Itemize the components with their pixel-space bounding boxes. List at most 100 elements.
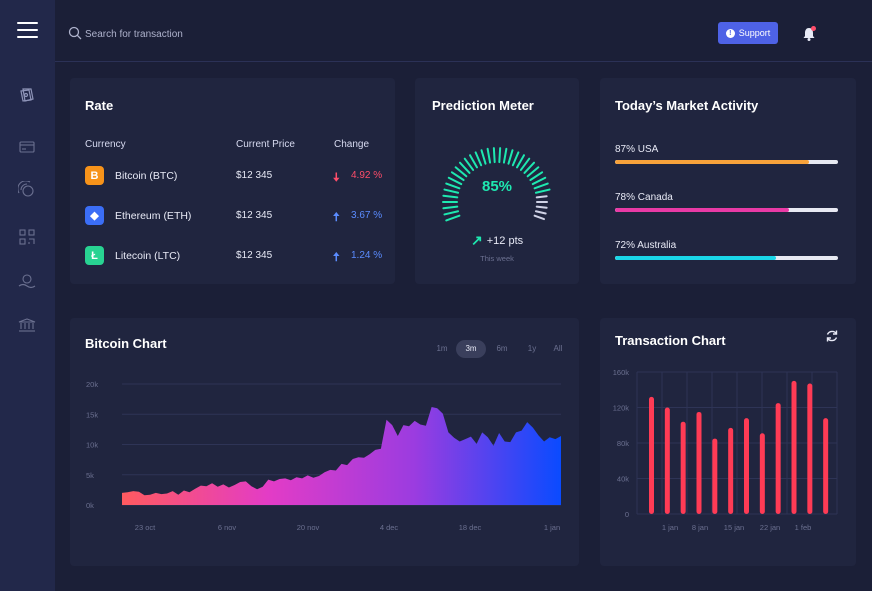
market-progress-fill — [615, 256, 776, 260]
y-tick-label: 80k — [617, 439, 629, 448]
prediction-value: 85% — [481, 178, 513, 195]
market-activity-card: Today’s Market Activity 87% USA 78% Canad… — [600, 78, 856, 284]
bitcoin-chart-title: Bitcoin Chart — [85, 336, 167, 351]
gauge-tick — [469, 154, 478, 169]
y-tick-label: 5k — [86, 471, 94, 480]
bank-icon[interactable] — [17, 315, 37, 335]
transaction-bar — [744, 418, 749, 514]
gauge-tick — [502, 147, 508, 164]
market-progress-bar — [615, 160, 838, 164]
transaction-bar — [775, 403, 781, 514]
market-progress-fill — [615, 160, 809, 164]
y-tick-label: 120k — [613, 404, 630, 413]
coin-change: 1.24 % — [351, 250, 383, 261]
coin-change: 4.92 % — [351, 170, 383, 181]
market-label: 87% USA — [615, 144, 659, 155]
gauge-tick — [535, 195, 548, 199]
range-tab-1m[interactable]: 1m — [436, 344, 448, 353]
bitcoin-chart-card: Bitcoin Chart 1m 3m 6m 1y All 0k 5k 10k 15k 20k 2… — [70, 318, 579, 566]
prediction-change: ↗ +12 pts — [471, 232, 523, 249]
coin-name: Litecoin (LTC) — [115, 250, 181, 262]
y-tick-label: 15k — [86, 410, 98, 419]
prediction-pts: +12 pts — [486, 234, 524, 247]
menu-icon[interactable] — [17, 22, 38, 38]
gauge-tick — [523, 161, 536, 174]
gauge-tick — [534, 188, 551, 194]
transaction-chart-plot: 0 40k 80k 120k 160k 1 jan 8 jan 15 jan 22 jan 1 f… — [613, 368, 838, 532]
search-icon — [68, 26, 82, 40]
coin-icon: Ł — [85, 246, 104, 265]
transaction-bar — [759, 433, 765, 514]
transaction-chart-title: Transaction Chart — [615, 333, 726, 348]
search-input[interactable] — [85, 24, 385, 44]
range-tab-All[interactable]: All — [553, 344, 563, 353]
notification-bell-icon[interactable] — [801, 26, 817, 42]
trend-up-icon: ↗ — [471, 232, 483, 248]
prediction-period: This week — [480, 254, 514, 263]
card-icon[interactable] — [17, 137, 37, 157]
info-icon: ! — [725, 28, 735, 38]
transaction-bar — [807, 383, 813, 514]
y-tick-label: 160k — [613, 368, 630, 377]
y-tick-label: 20k — [86, 380, 98, 389]
x-tick-label: 22 jan — [760, 523, 780, 532]
coins-icon[interactable] — [17, 180, 37, 200]
x-tick-label: 8 jan — [692, 523, 708, 532]
gauge-tick — [463, 157, 475, 171]
gauge-tick — [533, 182, 549, 190]
y-tick-label: 0 — [625, 510, 629, 519]
gauge-tick — [443, 210, 460, 216]
prediction-meter-card: Prediction Meter 85% ↗ +12 pts This week — [415, 78, 579, 284]
gauge-tick — [531, 176, 547, 186]
transaction-bar — [680, 421, 686, 514]
y-tick-label: 0k — [86, 501, 94, 510]
range-tab-3m[interactable]: 3m — [456, 340, 486, 358]
rate-row[interactable]: Ł Litecoin (LTC) $12 345 🠅 1.24 % — [70, 246, 395, 266]
coin-change: 3.67 % — [351, 210, 383, 221]
rate-row[interactable]: ◆ Ethereum (ETH) $12 345 🠅 3.67 % — [70, 206, 395, 226]
market-progress-fill — [615, 208, 789, 212]
transaction-bar — [791, 380, 797, 514]
range-tab-1y[interactable]: 1y — [527, 344, 537, 353]
gauge-tick — [458, 161, 471, 174]
coin-icon: B — [85, 166, 104, 185]
gauge-tick — [450, 171, 465, 182]
qr-icon[interactable] — [17, 227, 37, 247]
gauge-tick — [445, 182, 461, 190]
gauge-tick — [535, 205, 548, 209]
top-bar: ! Support — [55, 0, 872, 62]
x-tick-label: 6 nov — [218, 523, 237, 532]
gauge-tick — [498, 147, 502, 164]
bitcoin-chart-plot: 0k 5k 10k 15k 20k 23 oct 6 nov 20 nov 4 dec 18 de… — [86, 380, 561, 532]
gauge-tick — [533, 214, 545, 221]
notification-dot — [811, 26, 816, 31]
gauge-tick — [519, 157, 531, 171]
range-tab-6m[interactable]: 6m — [496, 344, 508, 353]
support-button[interactable]: ! Support — [718, 22, 778, 44]
market-label: 72% Australia — [615, 240, 677, 251]
gauge-tick — [480, 149, 487, 165]
market-progress-bar — [615, 208, 838, 212]
arrow-down-icon: 🠇 — [333, 170, 340, 184]
refresh-icon[interactable] — [825, 329, 839, 343]
gauge-tick — [442, 205, 459, 210]
gauge-tick — [447, 176, 463, 186]
prediction-gauge — [442, 147, 551, 222]
rate-row[interactable]: B Bitcoin (BTC) $12 345 🠇 4.92 % — [70, 166, 395, 186]
x-tick-label: 20 nov — [297, 523, 320, 532]
x-tick-label: 1 jan — [662, 523, 678, 532]
x-tick-label: 1 feb — [795, 523, 812, 532]
wallet-icon[interactable] — [17, 85, 37, 105]
coin-price: $12 345 — [236, 250, 273, 261]
transaction-bar — [728, 427, 734, 514]
gauge-tick — [486, 147, 492, 164]
transaction-bar — [712, 438, 718, 514]
exchange-icon[interactable] — [17, 271, 37, 291]
gauge-tick — [534, 210, 547, 215]
rate-title: Rate — [85, 98, 114, 113]
arrow-up-icon: 🠅 — [333, 210, 340, 224]
transaction-chart-card: Transaction Chart 0 40k 80k 120k 160k 1 jan 8 … — [600, 318, 856, 566]
gauge-tick — [474, 151, 483, 167]
gauge-tick — [443, 188, 460, 194]
transaction-bar — [823, 418, 829, 514]
